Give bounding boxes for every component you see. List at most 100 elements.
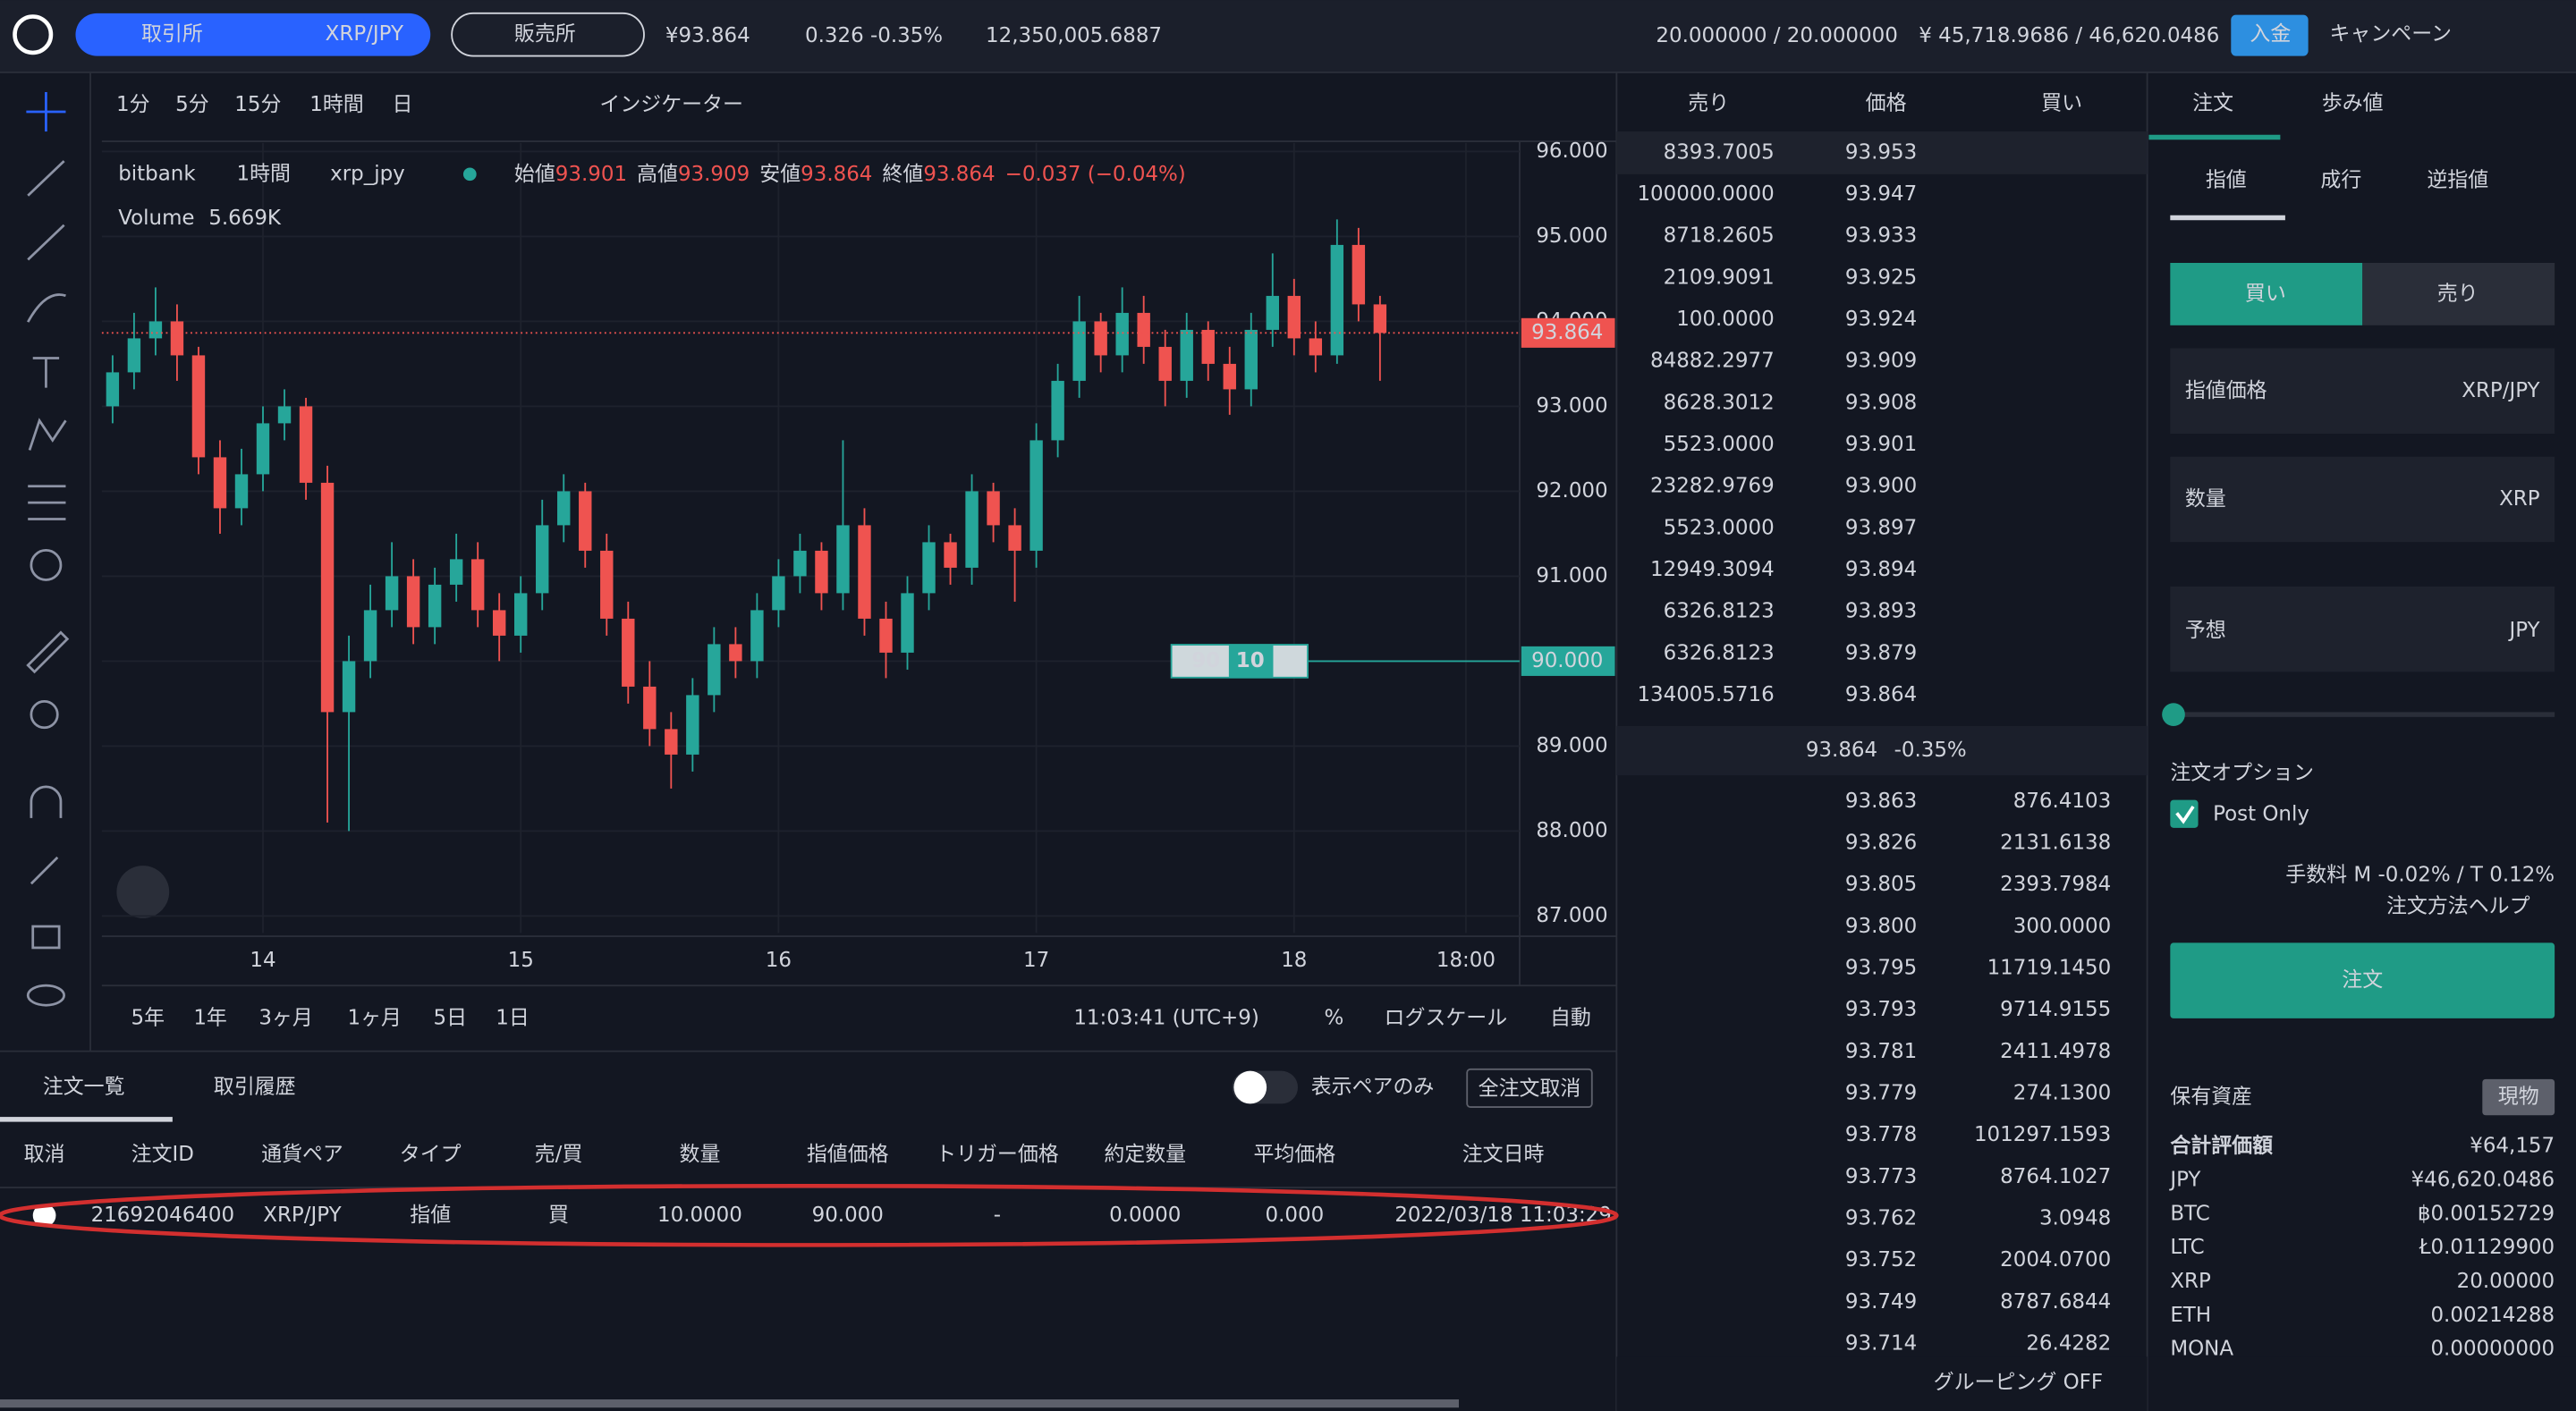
- column-header: 数量: [680, 1143, 721, 1166]
- sell-tab[interactable]: [2362, 263, 2555, 325]
- ask-amount: 100.0000: [1676, 308, 1774, 331]
- candle-body: [406, 576, 420, 628]
- bid-amount: 876.4103: [2013, 790, 2111, 813]
- range-button[interactable]: 3ヶ月: [258, 1006, 312, 1029]
- bid-price: 93.863: [1845, 790, 1917, 813]
- interval[interactable]: 1時間: [309, 93, 363, 116]
- candle-body: [643, 686, 657, 730]
- candle-body: [600, 550, 614, 619]
- asset-value: 0.00214288: [2430, 1304, 2555, 1327]
- candle-body: [213, 457, 227, 509]
- grouping-bar: [1616, 1356, 2148, 1411]
- history-tab[interactable]: 取引履歴: [214, 1076, 296, 1099]
- range-button[interactable]: 1日: [496, 1006, 530, 1029]
- cancel-icon[interactable]: [32, 1204, 56, 1228]
- y-tick-label: 91.000: [1536, 564, 1607, 587]
- candle-body: [579, 491, 592, 551]
- campaign[interactable]: キャンペーン: [2329, 22, 2451, 46]
- quantity-field[interactable]: [2170, 456, 2555, 543]
- ask-price: 93.894: [1845, 558, 1917, 581]
- exchange-pill[interactable]: [75, 13, 431, 56]
- last-price-label: 93.864: [1531, 321, 1603, 344]
- ask-amount: 8628.3012: [1664, 391, 1775, 414]
- jpy-balance: ¥ 45,718.9686 / 46,620.0486: [1919, 24, 2219, 47]
- candle-body: [256, 423, 270, 475]
- price: ¥93.864: [665, 24, 750, 47]
- percent-toggle[interactable]: %: [1325, 1006, 1344, 1029]
- bid-amount: 9714.9155: [2000, 998, 2111, 1021]
- candle-body: [1072, 321, 1086, 381]
- bid-price: 93.714: [1845, 1331, 1917, 1355]
- grouping-toggle[interactable]: グルーピング OFF: [1934, 1371, 2103, 1394]
- checkbox[interactable]: [2170, 799, 2199, 828]
- order-tab[interactable]: 注文: [2192, 91, 2233, 114]
- candle-body: [901, 593, 914, 653]
- legend-interval: 1時間: [236, 162, 290, 185]
- submit-label[interactable]: 注文: [2342, 968, 2383, 992]
- range-button[interactable]: 1ヶ月: [348, 1006, 402, 1029]
- buy-tab[interactable]: [2170, 263, 2363, 325]
- orders-tab[interactable]: 注文一覧: [43, 1076, 125, 1099]
- asset-name: BTC: [2170, 1202, 2209, 1225]
- deposit-button[interactable]: [2231, 14, 2309, 56]
- interval[interactable]: 5分: [175, 93, 209, 116]
- bid-price: 93.795: [1845, 957, 1917, 980]
- sell-label[interactable]: 売り: [2437, 282, 2479, 305]
- logo[interactable]: [13, 14, 54, 55]
- legend-exchange: bitbank: [118, 162, 196, 185]
- interval[interactable]: 日: [393, 93, 413, 116]
- candle-body: [342, 661, 356, 713]
- ohlc-label: 終値: [882, 162, 923, 185]
- candle-body: [1094, 321, 1107, 356]
- highlight-ellipse: [0, 1183, 1619, 1247]
- submit-button[interactable]: [2170, 942, 2555, 1018]
- estimate-field[interactable]: [2170, 586, 2555, 672]
- spot-button[interactable]: [2482, 1078, 2555, 1116]
- column-header: 平均価格: [1253, 1143, 1335, 1166]
- indicator-button[interactable]: インジケーター: [599, 93, 743, 116]
- interval[interactable]: 15分: [234, 93, 281, 116]
- asset-value: Ł0.01129900: [2419, 1236, 2555, 1259]
- candle-body: [1330, 244, 1344, 356]
- auto-toggle[interactable]: 自動: [1550, 1006, 1591, 1029]
- ohlc-value: 93.901: [555, 162, 627, 185]
- toggle-knob[interactable]: [1233, 1070, 1267, 1104]
- asset-value: ¥46,620.0486: [2411, 1168, 2555, 1191]
- order-type[interactable]: 成行: [2320, 169, 2361, 192]
- pair-select[interactable]: XRP/JPY: [326, 22, 404, 46]
- trades-tab[interactable]: 歩み値: [2322, 91, 2384, 114]
- deposit-label[interactable]: 入金: [2250, 22, 2291, 46]
- cancel-all-label[interactable]: 全注文取消: [1479, 1077, 1581, 1100]
- otc-pill[interactable]: [451, 12, 645, 57]
- cancel-all-button[interactable]: [1466, 1068, 1593, 1108]
- order-cell: 21692046400: [91, 1204, 235, 1227]
- order-type[interactable]: 逆指値: [2427, 169, 2488, 192]
- candle-body: [1137, 312, 1150, 347]
- exchange-tab[interactable]: 取引所: [141, 22, 203, 46]
- help-link[interactable]: 注文方法ヘルプ: [2386, 894, 2530, 917]
- field-unit: XRP: [2499, 487, 2540, 511]
- range-button[interactable]: 1年: [193, 1006, 227, 1029]
- column-header: 通貨ペア: [261, 1143, 343, 1166]
- log-toggle[interactable]: ログスケール: [1385, 1006, 1508, 1029]
- otc-tab[interactable]: 販売所: [514, 22, 576, 46]
- column-header: トリガー価格: [936, 1143, 1059, 1166]
- interval[interactable]: 1分: [116, 93, 150, 116]
- drawing-tools[interactable]: [26, 91, 70, 1007]
- candle-body: [665, 729, 678, 755]
- slider-knob[interactable]: [2162, 703, 2185, 726]
- range-button[interactable]: 5日: [433, 1006, 467, 1029]
- spot-label[interactable]: 現物: [2498, 1086, 2539, 1109]
- y-tick-label: 88.000: [1536, 819, 1607, 842]
- ohlc-label: 高値: [637, 162, 678, 185]
- range-button[interactable]: 5年: [131, 1006, 165, 1029]
- buy-label[interactable]: 買い: [2245, 282, 2286, 305]
- bid-price: 93.805: [1845, 873, 1917, 896]
- y-tick-label: 92.000: [1536, 479, 1607, 503]
- candle-body: [1244, 329, 1258, 390]
- order-type[interactable]: 指値: [2206, 169, 2247, 192]
- ask-price: 93.864: [1845, 683, 1917, 706]
- price-field[interactable]: [2170, 348, 2555, 435]
- candle-body: [1266, 295, 1279, 330]
- ohlc-value: 93.909: [678, 162, 750, 185]
